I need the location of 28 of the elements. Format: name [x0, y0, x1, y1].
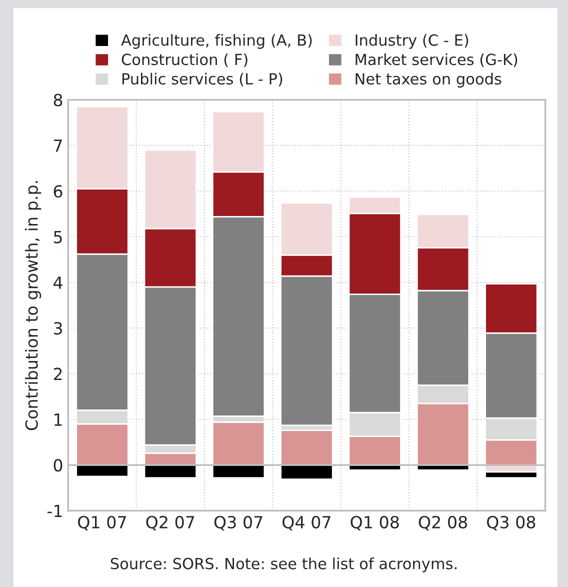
y-tick-label: 2: [54, 368, 62, 380]
bar: [280, 430, 334, 466]
x-tick-label: Q3 08: [487, 516, 536, 530]
source-note: Source: SORS. Note: see the list of acronyms.: [110, 558, 456, 572]
bar: [280, 464, 334, 480]
x-tick-label: Q2 08: [418, 516, 468, 530]
y-tick-label: 8: [54, 94, 62, 106]
legend-label: Public services (L - P): [122, 72, 282, 86]
y-axis-title: Contribution to growth, in p.p.: [24, 181, 42, 430]
y-tick-label: 3: [54, 322, 62, 335]
legend-label: Construction ( F): [122, 53, 248, 68]
bar: [212, 421, 266, 466]
x-tick-label: Q1 08: [350, 516, 399, 530]
y-tick-label: 4: [54, 276, 62, 289]
x-tick-label: Q3 07: [214, 516, 262, 530]
legend-label: Industry (C - E): [356, 34, 468, 49]
x-tick-label: Q1 07: [78, 516, 126, 530]
y-tick-label: 6: [54, 185, 62, 198]
legend-label: Net taxes on goods: [356, 72, 502, 88]
y-tick-label: 5: [54, 230, 62, 244]
y-tick-label: 1: [54, 414, 62, 426]
x-tick-label: Q2 07: [146, 516, 194, 530]
legend-label: Agriculture, fishing (A, B): [121, 34, 312, 49]
y-tick-label: -1: [47, 504, 62, 518]
y-tick-label: 0: [54, 458, 62, 472]
legend-label: Market services (G-K): [356, 53, 518, 68]
y-tick-label: 7: [54, 140, 62, 152]
x-tick-label: Q4 07: [282, 516, 330, 530]
